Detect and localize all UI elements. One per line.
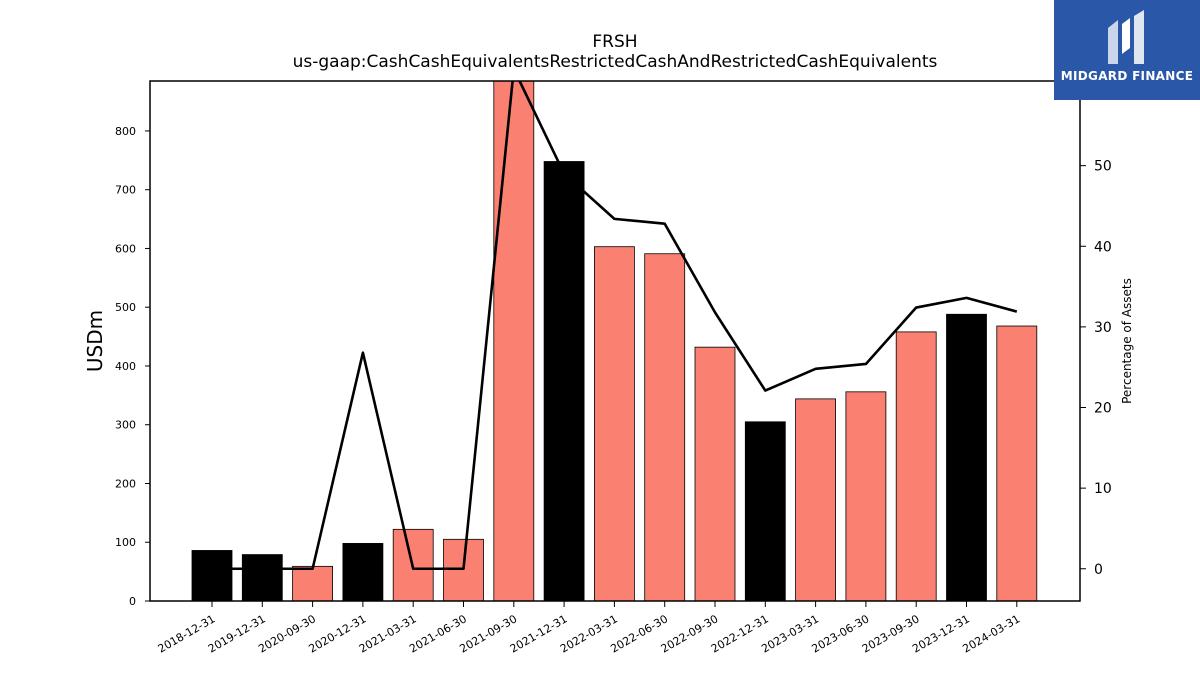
bar-2021-09-30 [493, 81, 535, 601]
x-axis-ticks: 2018-12-312019-12-312020-09-302020-12-31… [156, 601, 1022, 656]
y-tick-label: 100 [115, 536, 136, 549]
percentage-line [212, 81, 1018, 571]
bar-2020-12-31 [342, 543, 384, 601]
y-tick-label: 0 [129, 595, 136, 608]
chart-title: FRSH [592, 32, 638, 52]
bar-2021-12-31 [543, 161, 585, 601]
logo-text: MIDGARD FINANCE [1060, 69, 1194, 83]
y2-tick-label: 40 [1094, 239, 1112, 255]
bar-2023-03-31 [795, 398, 836, 601]
bar-2022-09-30 [694, 346, 736, 601]
brand-logo: MIDGARD FINANCE [1054, 0, 1200, 100]
bar-2022-03-31 [594, 246, 635, 601]
logo-mark-icon [1108, 10, 1144, 64]
y-tick-label: 800 [115, 125, 136, 138]
y-tick-label: 700 [115, 184, 136, 197]
bar-2024-03-31 [996, 325, 1038, 601]
x-tick-label: 2024-03-31 [960, 612, 1022, 655]
y2-tick-label: 10 [1094, 481, 1112, 497]
y-tick-label: 200 [115, 477, 136, 490]
right-axis-ticks: 0 10 20 30 40 50 [1080, 159, 1112, 578]
bar-2018-12-31 [191, 550, 233, 601]
y2-tick-label: 0 [1094, 562, 1103, 578]
y-tick-label: 600 [115, 242, 136, 255]
y2-tick-label: 30 [1094, 320, 1112, 336]
y-tick-label: 500 [115, 301, 136, 314]
y-axis-label: USDm [83, 310, 107, 372]
line-series [212, 81, 1018, 571]
y2-tick-label: 20 [1094, 401, 1112, 417]
bar-2019-12-31 [241, 554, 283, 601]
left-axis-ticks: 0 100 200 300 400 500 600 700 800 [115, 125, 150, 608]
bar-series [191, 81, 1038, 601]
bar-2021-06-30 [443, 538, 484, 601]
y2-tick-label: 50 [1094, 159, 1112, 175]
bar-2022-12-31 [744, 421, 786, 601]
bar-2022-06-30 [644, 253, 686, 601]
bar-2020-09-30 [292, 565, 334, 601]
y-tick-label: 400 [115, 360, 136, 373]
bar-2023-06-30 [845, 391, 887, 601]
y2-axis-label: Percentage of Assets [1120, 278, 1134, 404]
bar-2023-12-31 [946, 313, 987, 601]
bar-2023-09-30 [895, 331, 937, 601]
plot-frame [149, 80, 1081, 602]
chart-subtitle: us-gaap:CashCashEquivalentsRestrictedCas… [292, 52, 938, 72]
y-tick-label: 300 [115, 419, 136, 432]
